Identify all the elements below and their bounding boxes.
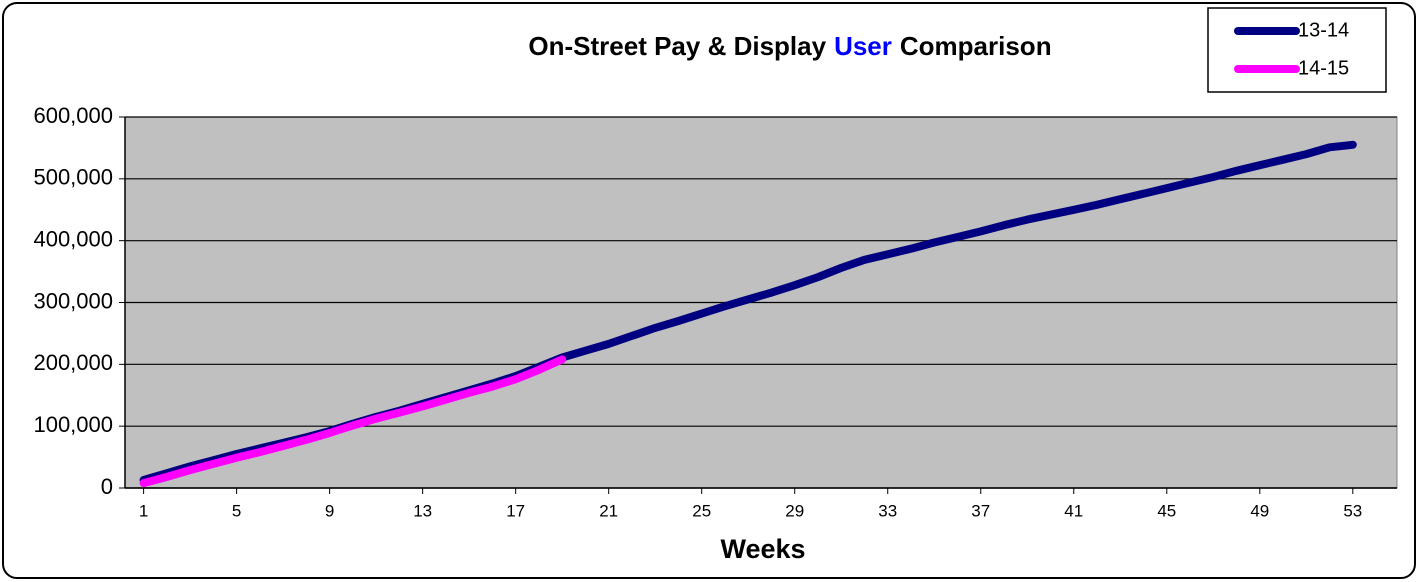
title-part: Comparison bbox=[900, 31, 1052, 61]
x-axis-label: Weeks bbox=[720, 534, 805, 564]
x-tick-label: 9 bbox=[325, 501, 334, 520]
y-tick-label: 100,000 bbox=[33, 412, 113, 437]
y-tick-label: 0 bbox=[101, 474, 113, 499]
x-tick-label: 45 bbox=[1157, 501, 1176, 520]
title-part: On-Street Pay & Display bbox=[528, 31, 826, 61]
legend-label: 14-15 bbox=[1298, 57, 1349, 79]
chart-title: On-Street Pay & Display User Comparison bbox=[528, 31, 1051, 61]
x-tick-label: 41 bbox=[1064, 501, 1083, 520]
x-tick-label: 53 bbox=[1343, 501, 1362, 520]
x-tick-label: 17 bbox=[506, 501, 525, 520]
x-tick-label: 37 bbox=[971, 501, 990, 520]
legend bbox=[1207, 7, 1387, 93]
x-tick-label: 49 bbox=[1250, 501, 1269, 520]
y-tick-label: 500,000 bbox=[33, 165, 113, 190]
series-line bbox=[139, 355, 567, 488]
x-tick-label: 29 bbox=[785, 501, 804, 520]
legend-label: 13-14 bbox=[1298, 19, 1349, 41]
y-tick-label: 300,000 bbox=[33, 288, 113, 313]
x-tick-label: 21 bbox=[599, 501, 618, 520]
x-tick-label: 13 bbox=[413, 501, 432, 520]
x-tick-label: 25 bbox=[692, 501, 711, 520]
x-tick-label: 33 bbox=[878, 501, 897, 520]
x-tick-label: 1 bbox=[139, 501, 148, 520]
y-tick-label: 200,000 bbox=[33, 350, 113, 375]
y-tick-label: 600,000 bbox=[33, 103, 113, 128]
y-tick-label: 400,000 bbox=[33, 226, 113, 251]
title-part: User bbox=[834, 31, 892, 61]
x-tick-label: 5 bbox=[232, 501, 241, 520]
